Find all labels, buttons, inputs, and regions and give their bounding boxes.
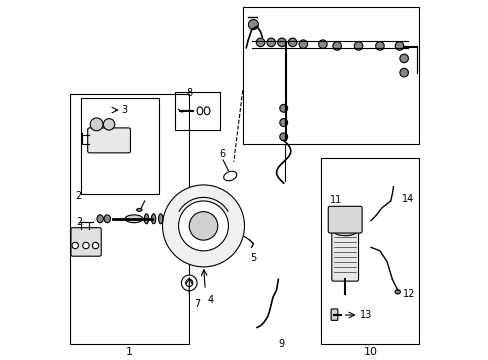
Ellipse shape: [158, 214, 163, 224]
Ellipse shape: [97, 215, 103, 223]
Text: 2: 2: [75, 190, 81, 201]
Bar: [81, 98, 159, 194]
Ellipse shape: [204, 107, 209, 115]
Circle shape: [288, 38, 296, 47]
Text: 12: 12: [402, 289, 415, 299]
Ellipse shape: [104, 215, 110, 223]
Text: 6: 6: [219, 149, 224, 159]
Circle shape: [185, 279, 192, 287]
Circle shape: [353, 42, 362, 50]
Ellipse shape: [333, 227, 356, 236]
Circle shape: [299, 40, 307, 49]
Circle shape: [90, 118, 103, 131]
Ellipse shape: [197, 107, 203, 115]
Circle shape: [92, 242, 99, 249]
Circle shape: [399, 54, 407, 63]
Ellipse shape: [394, 290, 400, 294]
Ellipse shape: [125, 215, 142, 223]
Circle shape: [82, 242, 89, 249]
Bar: [175, 92, 219, 130]
Text: 4: 4: [206, 296, 213, 305]
Text: 9: 9: [278, 339, 285, 349]
Circle shape: [279, 133, 287, 141]
Circle shape: [279, 104, 287, 112]
Text: 14: 14: [401, 194, 413, 204]
Circle shape: [394, 42, 403, 50]
Circle shape: [181, 275, 197, 291]
Bar: [70, 94, 189, 343]
FancyBboxPatch shape: [327, 206, 362, 233]
Ellipse shape: [151, 214, 156, 224]
Circle shape: [399, 68, 407, 77]
Text: 8: 8: [186, 87, 192, 98]
Ellipse shape: [144, 214, 148, 224]
FancyBboxPatch shape: [331, 231, 358, 281]
Circle shape: [189, 212, 217, 240]
Circle shape: [256, 38, 264, 47]
Circle shape: [279, 119, 287, 126]
Text: 10: 10: [363, 347, 377, 357]
Ellipse shape: [223, 171, 236, 181]
Circle shape: [248, 19, 258, 30]
Ellipse shape: [137, 208, 142, 211]
Text: 2: 2: [76, 217, 82, 228]
Circle shape: [162, 185, 244, 267]
Text: 11: 11: [329, 194, 342, 204]
Text: 13: 13: [360, 310, 372, 320]
Text: 1: 1: [125, 347, 133, 357]
Circle shape: [318, 40, 326, 49]
Circle shape: [375, 42, 384, 50]
Bar: [321, 158, 418, 343]
Circle shape: [277, 38, 285, 47]
Circle shape: [332, 42, 341, 50]
Circle shape: [103, 119, 115, 130]
FancyBboxPatch shape: [330, 309, 337, 320]
Circle shape: [72, 242, 78, 249]
Circle shape: [266, 38, 275, 47]
Text: 7: 7: [194, 299, 200, 309]
Text: 3: 3: [122, 105, 127, 115]
Text: 5: 5: [250, 253, 256, 263]
Circle shape: [178, 201, 228, 251]
FancyBboxPatch shape: [87, 128, 130, 153]
FancyBboxPatch shape: [71, 228, 101, 256]
Bar: [242, 7, 418, 144]
